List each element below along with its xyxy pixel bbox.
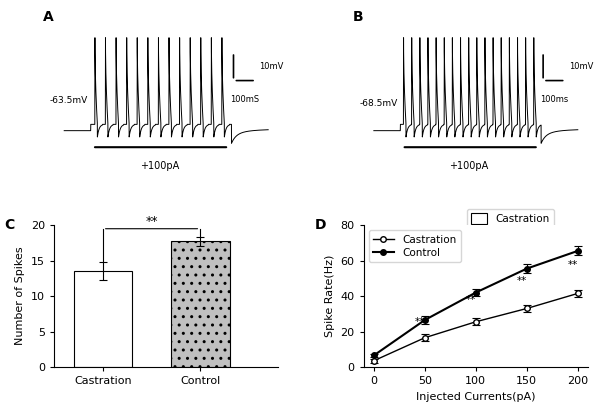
Bar xyxy=(171,241,230,367)
Text: **: ** xyxy=(568,260,578,270)
Text: D: D xyxy=(314,218,326,232)
Text: 100mS: 100mS xyxy=(230,95,259,104)
Text: C: C xyxy=(5,218,15,232)
Text: 10mV: 10mV xyxy=(259,62,284,71)
Text: -68.5mV: -68.5mV xyxy=(359,99,397,108)
Bar xyxy=(74,271,132,367)
Text: -63.5mV: -63.5mV xyxy=(50,96,88,105)
Y-axis label: Number of Spikes: Number of Spikes xyxy=(15,247,25,345)
Text: **: ** xyxy=(145,215,158,228)
Text: +100pA: +100pA xyxy=(140,161,179,171)
Y-axis label: Spike Rate(Hz): Spike Rate(Hz) xyxy=(325,255,335,337)
Text: +100pA: +100pA xyxy=(449,161,489,171)
Text: A: A xyxy=(43,10,53,24)
Text: B: B xyxy=(352,10,363,24)
Text: **: ** xyxy=(517,276,527,286)
Text: **: ** xyxy=(466,295,476,305)
X-axis label: Injected Currents(pA): Injected Currents(pA) xyxy=(416,392,536,402)
Text: 10mV: 10mV xyxy=(569,62,593,71)
Legend: Castration, Control: Castration, Control xyxy=(369,230,461,262)
Legend: Castration, Control: Castration, Control xyxy=(467,209,554,242)
Text: **: ** xyxy=(415,317,425,327)
Text: 100ms: 100ms xyxy=(540,95,568,104)
